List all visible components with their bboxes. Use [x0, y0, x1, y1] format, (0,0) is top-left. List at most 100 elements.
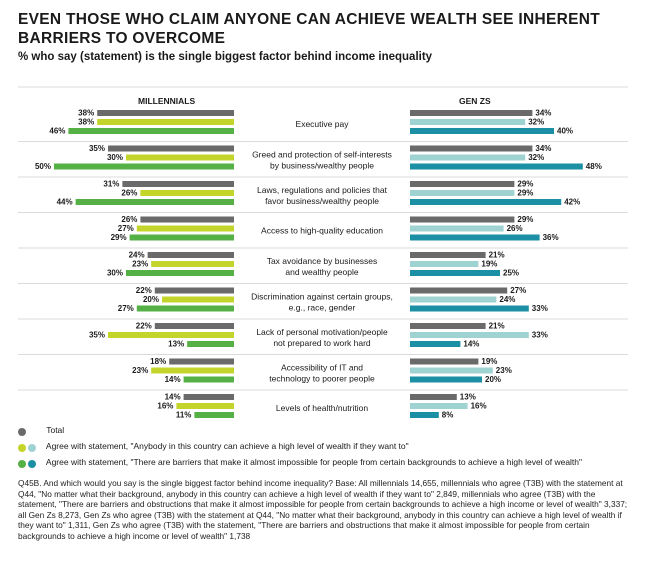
gen-zs-value-label: 14% — [463, 340, 479, 349]
category-label: technology to poorer people — [269, 374, 375, 384]
millennials-bar-barriers — [194, 412, 234, 418]
millennials-value-label: 30% — [107, 269, 123, 278]
millennials-bar-agree — [97, 119, 234, 125]
butterfly-bar-chart: Executive pay 38% 34% 38% 32% 46% 40% Greed and… — [18, 86, 628, 420]
legend-agree-label: Agree with statement, "Anybody in this c… — [45, 441, 409, 451]
millennials-bar-barriers — [126, 270, 234, 276]
gen-zs-bar-barriers — [410, 376, 482, 383]
gen-zs-value-label: 21% — [489, 251, 505, 260]
millennials-value-label: 35% — [89, 331, 105, 340]
gen-zs-bar-agree — [410, 403, 468, 409]
gen-zs-value-label: 13% — [460, 393, 476, 402]
gen-zs-bar-total — [410, 110, 533, 116]
gen-zs-value-label: 29% — [517, 180, 533, 189]
millennials-bar-barriers — [136, 305, 234, 312]
legend-barriers-swatch — [18, 458, 44, 468]
gen-zs-bar-barriers — [410, 305, 529, 312]
millennials-value-label: 20% — [143, 295, 159, 304]
millennials-bar-agree — [108, 332, 234, 338]
gen-zs-bar-total — [410, 181, 515, 187]
category-label: Access to high-quality education — [261, 226, 383, 236]
gen-zs-value-label: 20% — [485, 375, 501, 384]
millennials-value-label: 35% — [89, 144, 105, 153]
millennials-bar-total — [108, 145, 234, 152]
millennials-value-label: 29% — [111, 233, 127, 242]
category-label: e.g., race, gender — [289, 303, 356, 313]
gen-zs-value-label: 23% — [496, 366, 512, 375]
footnote: Q45B. And which would you say is the sin… — [18, 478, 628, 541]
millennials-bar-agree — [126, 154, 234, 161]
millennials-bar-barriers — [68, 128, 235, 134]
category-label: and wealthy people — [285, 267, 359, 277]
legend-barriers-label: Agree with statement, "There are barrier… — [45, 457, 583, 467]
millennials-value-label: 30% — [107, 153, 123, 162]
category-label: Levels of health/nutrition — [276, 403, 368, 413]
millennials-bar-total — [183, 394, 234, 400]
gen-zs-value-label: 27% — [510, 286, 526, 295]
millennials-value-label: 23% — [132, 260, 148, 269]
gen-zs-bar-agree — [410, 367, 493, 374]
millennials-value-label: 16% — [157, 402, 173, 411]
gen-zs-value-label: 34% — [535, 109, 551, 118]
gen-zs-bar-agree — [410, 261, 479, 267]
gen-zs-value-label: 48% — [586, 162, 602, 171]
category-label: not prepared to work hard — [273, 338, 371, 348]
millennials-bar-agree — [151, 367, 234, 374]
gen-zs-value-label: 29% — [517, 189, 533, 198]
gen-zs-bar-total — [410, 287, 508, 294]
gen-zs-bar-barriers — [410, 341, 461, 347]
gen-zs-value-label: 21% — [489, 322, 505, 331]
millennials-bar-total — [122, 181, 234, 187]
category-label: Lack of personal motivation/people — [256, 327, 388, 337]
gen-zs-bar-barriers — [410, 128, 554, 134]
millennials-bar-agree — [136, 225, 234, 232]
millennials-value-label: 27% — [118, 304, 134, 313]
gen-zs-bar-barriers — [410, 412, 439, 418]
millennials-value-label: 14% — [165, 393, 181, 402]
legend-agree: Agree with statement, "Anybody in this c… — [18, 441, 409, 452]
gen-zs-value-label: 24% — [499, 295, 515, 304]
category-label: Discrimination against certain groups, — [251, 292, 393, 302]
gen-zs-bar-barriers — [410, 270, 500, 276]
gen-zs-bar-barriers — [410, 163, 583, 170]
millennials-bar-total — [154, 287, 234, 294]
millennials-bar-total — [140, 216, 234, 223]
millennials-value-label: 11% — [176, 411, 192, 420]
category-label: Executive pay — [296, 119, 350, 129]
gen-zs-bar-agree — [410, 154, 526, 161]
millennials-value-label: 24% — [129, 251, 145, 260]
millennials-value-label: 26% — [121, 189, 137, 198]
category-label: by business/wealthy people — [270, 161, 374, 171]
millennials-value-label: 27% — [118, 224, 134, 233]
millennials-bar-barriers — [187, 341, 234, 347]
gen-zs-value-label: 33% — [532, 331, 548, 340]
millennials-bar-total — [147, 252, 234, 258]
gen-zs-bar-agree — [410, 225, 504, 232]
chart-title: EVEN THOSE WHO CLAIM ANYONE CAN ACHIEVE … — [18, 11, 601, 47]
millennials-value-label: 44% — [57, 198, 73, 207]
millennials-value-label: 46% — [49, 127, 65, 136]
category-label: Tax avoidance by businesses — [267, 256, 378, 266]
category-label: favor business/wealthy people — [265, 196, 379, 206]
millennials-value-label: 31% — [103, 180, 119, 189]
chart-subtitle: % who say (statement) is the single bigg… — [18, 51, 433, 63]
millennials-bar-barriers — [183, 376, 234, 383]
millennials-value-label: 13% — [168, 340, 184, 349]
gen-zs-value-label: 29% — [517, 215, 533, 224]
gen-zs-value-label: 32% — [528, 118, 544, 127]
gen-zs-value-label: 36% — [543, 233, 559, 242]
millennials-bar-agree — [151, 261, 234, 267]
gen-zs-bar-total — [410, 394, 457, 400]
gen-zs-bar-agree — [410, 296, 497, 303]
legend-total-swatch — [18, 426, 44, 436]
category-label: Accessibility of IT and — [281, 363, 363, 373]
gen-zs-bar-barriers — [410, 199, 562, 205]
millennials-value-label: 26% — [121, 215, 137, 224]
millennials-bar-total — [97, 110, 234, 116]
millennials-bar-barriers — [54, 163, 234, 170]
millennials-bar-agree — [176, 403, 234, 409]
gen-zs-value-label: 32% — [528, 153, 544, 162]
millennials-bar-agree — [162, 296, 234, 303]
legend-total-label: Total — [46, 425, 65, 435]
millennials-bar-agree — [140, 190, 234, 196]
